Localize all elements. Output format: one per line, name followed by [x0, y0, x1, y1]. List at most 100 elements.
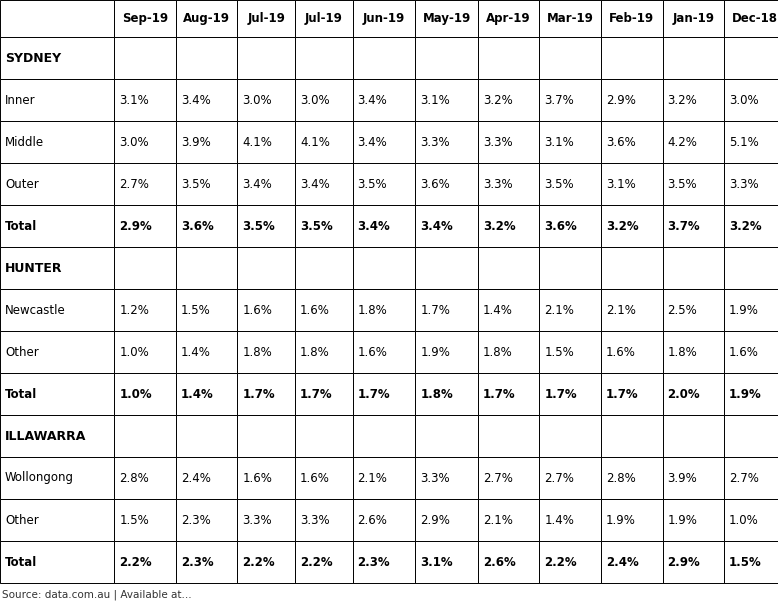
Bar — [114, 205, 176, 247]
Bar — [295, 247, 352, 289]
Text: 2.9%: 2.9% — [668, 555, 700, 569]
Bar — [539, 121, 601, 163]
Bar — [295, 0, 352, 37]
Text: 2.7%: 2.7% — [483, 472, 513, 484]
Text: 3.5%: 3.5% — [300, 220, 333, 232]
Text: 2.1%: 2.1% — [544, 304, 574, 316]
Text: 5.1%: 5.1% — [729, 135, 759, 149]
Text: 3.4%: 3.4% — [300, 177, 330, 191]
Text: 4.1%: 4.1% — [243, 135, 272, 149]
Text: 4.1%: 4.1% — [300, 135, 330, 149]
Bar — [176, 499, 237, 541]
Bar — [415, 499, 478, 541]
Bar — [176, 121, 237, 163]
Text: Inner: Inner — [5, 93, 35, 106]
Bar — [295, 289, 352, 331]
Bar — [415, 121, 478, 163]
Text: 3.6%: 3.6% — [544, 220, 577, 232]
Bar — [0, 499, 114, 541]
Text: 1.0%: 1.0% — [119, 345, 149, 359]
Bar — [114, 37, 176, 79]
Text: Other: Other — [5, 345, 38, 359]
Text: 1.5%: 1.5% — [729, 555, 762, 569]
Text: ILLAWARRA: ILLAWARRA — [5, 430, 86, 443]
Text: 1.7%: 1.7% — [300, 387, 333, 401]
Text: 3.3%: 3.3% — [243, 514, 272, 526]
Bar — [114, 499, 176, 541]
Text: 1.6%: 1.6% — [300, 304, 330, 316]
Bar — [0, 373, 114, 415]
Text: HUNTER: HUNTER — [5, 262, 63, 274]
Bar — [352, 499, 415, 541]
Bar — [478, 415, 539, 457]
Text: 3.3%: 3.3% — [483, 135, 512, 149]
Text: Aug-19: Aug-19 — [183, 12, 230, 25]
Text: 3.3%: 3.3% — [420, 472, 449, 484]
Bar — [114, 415, 176, 457]
Text: Outer: Outer — [5, 177, 38, 191]
Text: 1.6%: 1.6% — [243, 304, 272, 316]
Bar — [478, 457, 539, 499]
Text: 3.1%: 3.1% — [420, 555, 453, 569]
Bar — [601, 121, 662, 163]
Bar — [539, 457, 601, 499]
Bar — [662, 289, 724, 331]
Text: 1.8%: 1.8% — [358, 304, 388, 316]
Text: 1.4%: 1.4% — [544, 514, 574, 526]
Bar — [724, 247, 783, 289]
Bar — [0, 415, 114, 457]
Text: 3.0%: 3.0% — [300, 93, 330, 106]
Bar — [724, 121, 783, 163]
Bar — [176, 37, 237, 79]
Bar — [295, 415, 352, 457]
Text: Middle: Middle — [5, 135, 44, 149]
Bar — [539, 499, 601, 541]
Text: 2.9%: 2.9% — [119, 220, 152, 232]
Bar — [176, 79, 237, 121]
Bar — [539, 415, 601, 457]
Bar — [662, 205, 724, 247]
Text: Jul-19: Jul-19 — [247, 12, 285, 25]
Bar — [478, 0, 539, 37]
Text: 1.8%: 1.8% — [420, 387, 453, 401]
Text: 4.2%: 4.2% — [668, 135, 698, 149]
Bar — [295, 499, 352, 541]
Text: 3.6%: 3.6% — [181, 220, 214, 232]
Text: 2.7%: 2.7% — [729, 472, 759, 484]
Bar — [724, 37, 783, 79]
Bar — [352, 331, 415, 373]
Bar — [176, 163, 237, 205]
Text: 2.2%: 2.2% — [300, 555, 333, 569]
Bar — [237, 499, 295, 541]
Text: 2.2%: 2.2% — [243, 555, 275, 569]
Bar — [478, 289, 539, 331]
Bar — [415, 289, 478, 331]
Text: Mar-19: Mar-19 — [547, 12, 594, 25]
Bar — [352, 121, 415, 163]
Bar — [237, 79, 295, 121]
Text: 2.1%: 2.1% — [358, 472, 388, 484]
Bar — [539, 79, 601, 121]
Bar — [601, 457, 662, 499]
Bar — [114, 457, 176, 499]
Bar — [415, 205, 478, 247]
Bar — [415, 37, 478, 79]
Bar — [662, 415, 724, 457]
Bar — [601, 79, 662, 121]
Text: Feb-19: Feb-19 — [609, 12, 655, 25]
Text: 2.3%: 2.3% — [181, 514, 211, 526]
Bar — [539, 289, 601, 331]
Text: 3.0%: 3.0% — [729, 93, 759, 106]
Text: 1.8%: 1.8% — [483, 345, 513, 359]
Text: 3.5%: 3.5% — [358, 177, 388, 191]
Bar — [0, 457, 114, 499]
Text: 2.8%: 2.8% — [119, 472, 149, 484]
Text: 3.4%: 3.4% — [358, 135, 388, 149]
Text: 3.6%: 3.6% — [606, 135, 636, 149]
Text: 2.3%: 2.3% — [181, 555, 214, 569]
Text: 3.3%: 3.3% — [300, 514, 330, 526]
Bar — [601, 289, 662, 331]
Bar — [724, 205, 783, 247]
Bar — [662, 457, 724, 499]
Text: 2.1%: 2.1% — [606, 304, 636, 316]
